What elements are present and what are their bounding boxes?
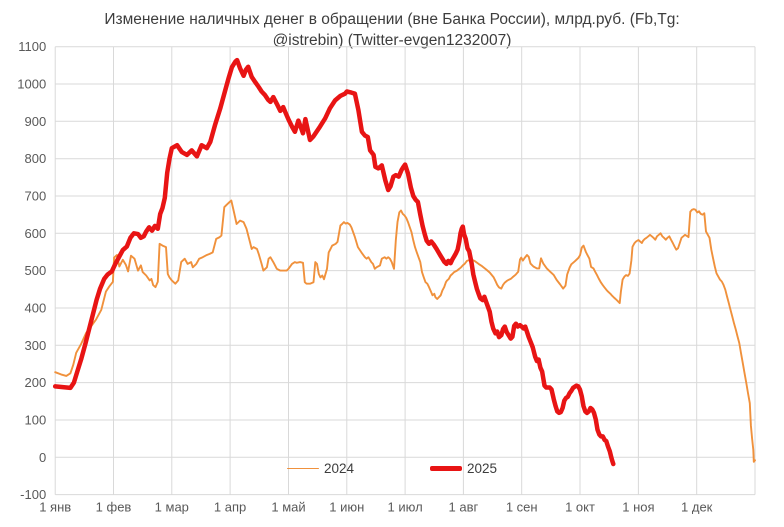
series-line-2024: [54, 199, 756, 463]
x-axis-tick-label: 1 мар: [155, 500, 189, 515]
y-axis-tick-label: 200: [24, 375, 46, 390]
x-axis-tick-label: 1 апр: [214, 500, 246, 515]
y-axis-tick-label: 500: [24, 263, 46, 278]
x-axis-tick-label: 1 окт: [565, 500, 595, 515]
legend-line-swatch-2024: [286, 467, 319, 470]
x-axis-tick-label: 1 авг: [449, 500, 479, 515]
x-axis-tick-label: 1 июл: [388, 500, 423, 515]
x-axis-tick-label: 1 сен: [506, 500, 538, 515]
legend-line-swatch-2025: [430, 466, 462, 471]
x-axis-tick-label: 1 дек: [681, 500, 713, 515]
legend-item-2025: 2025: [430, 461, 497, 476]
y-axis-tick-label: -100: [20, 487, 46, 502]
y-axis-tick-label: 1000: [17, 77, 46, 92]
y-axis-tick-label: 100: [24, 413, 46, 428]
legend-label-2025: 2025: [467, 461, 498, 476]
x-axis-tick-label: 1 ноя: [622, 500, 654, 515]
chart-title-line-2: @istrebin) (Twitter-evgen1232007): [272, 32, 512, 49]
chart-legend: 2024 2025: [0, 461, 784, 476]
y-axis-tick-label: 900: [24, 114, 46, 129]
series-line-2025: [52, 57, 616, 467]
y-axis-tick-label: 600: [24, 226, 46, 241]
y-axis-tick-label: 300: [24, 338, 46, 353]
x-axis-tick-label: 1 май: [271, 500, 305, 515]
chart-title: Изменение наличных денег в обращении (вн…: [0, 9, 784, 51]
chart-title-line-1: Изменение наличных денег в обращении (вн…: [104, 11, 680, 28]
legend-item-2024: 2024: [286, 461, 354, 476]
x-axis-tick-label: 1 янв: [39, 500, 71, 515]
x-axis-tick-label: 1 фев: [96, 500, 132, 515]
x-axis-tick-label: 1 июн: [329, 500, 364, 515]
legend-label-2024: 2024: [323, 461, 354, 476]
y-axis-tick-label: 800: [24, 151, 46, 166]
y-axis-tick-label: 400: [24, 301, 46, 316]
y-axis-tick-label: 0: [39, 450, 46, 465]
y-axis-tick-label: 700: [24, 189, 46, 204]
y-axis-tick-label: 1100: [18, 39, 46, 54]
